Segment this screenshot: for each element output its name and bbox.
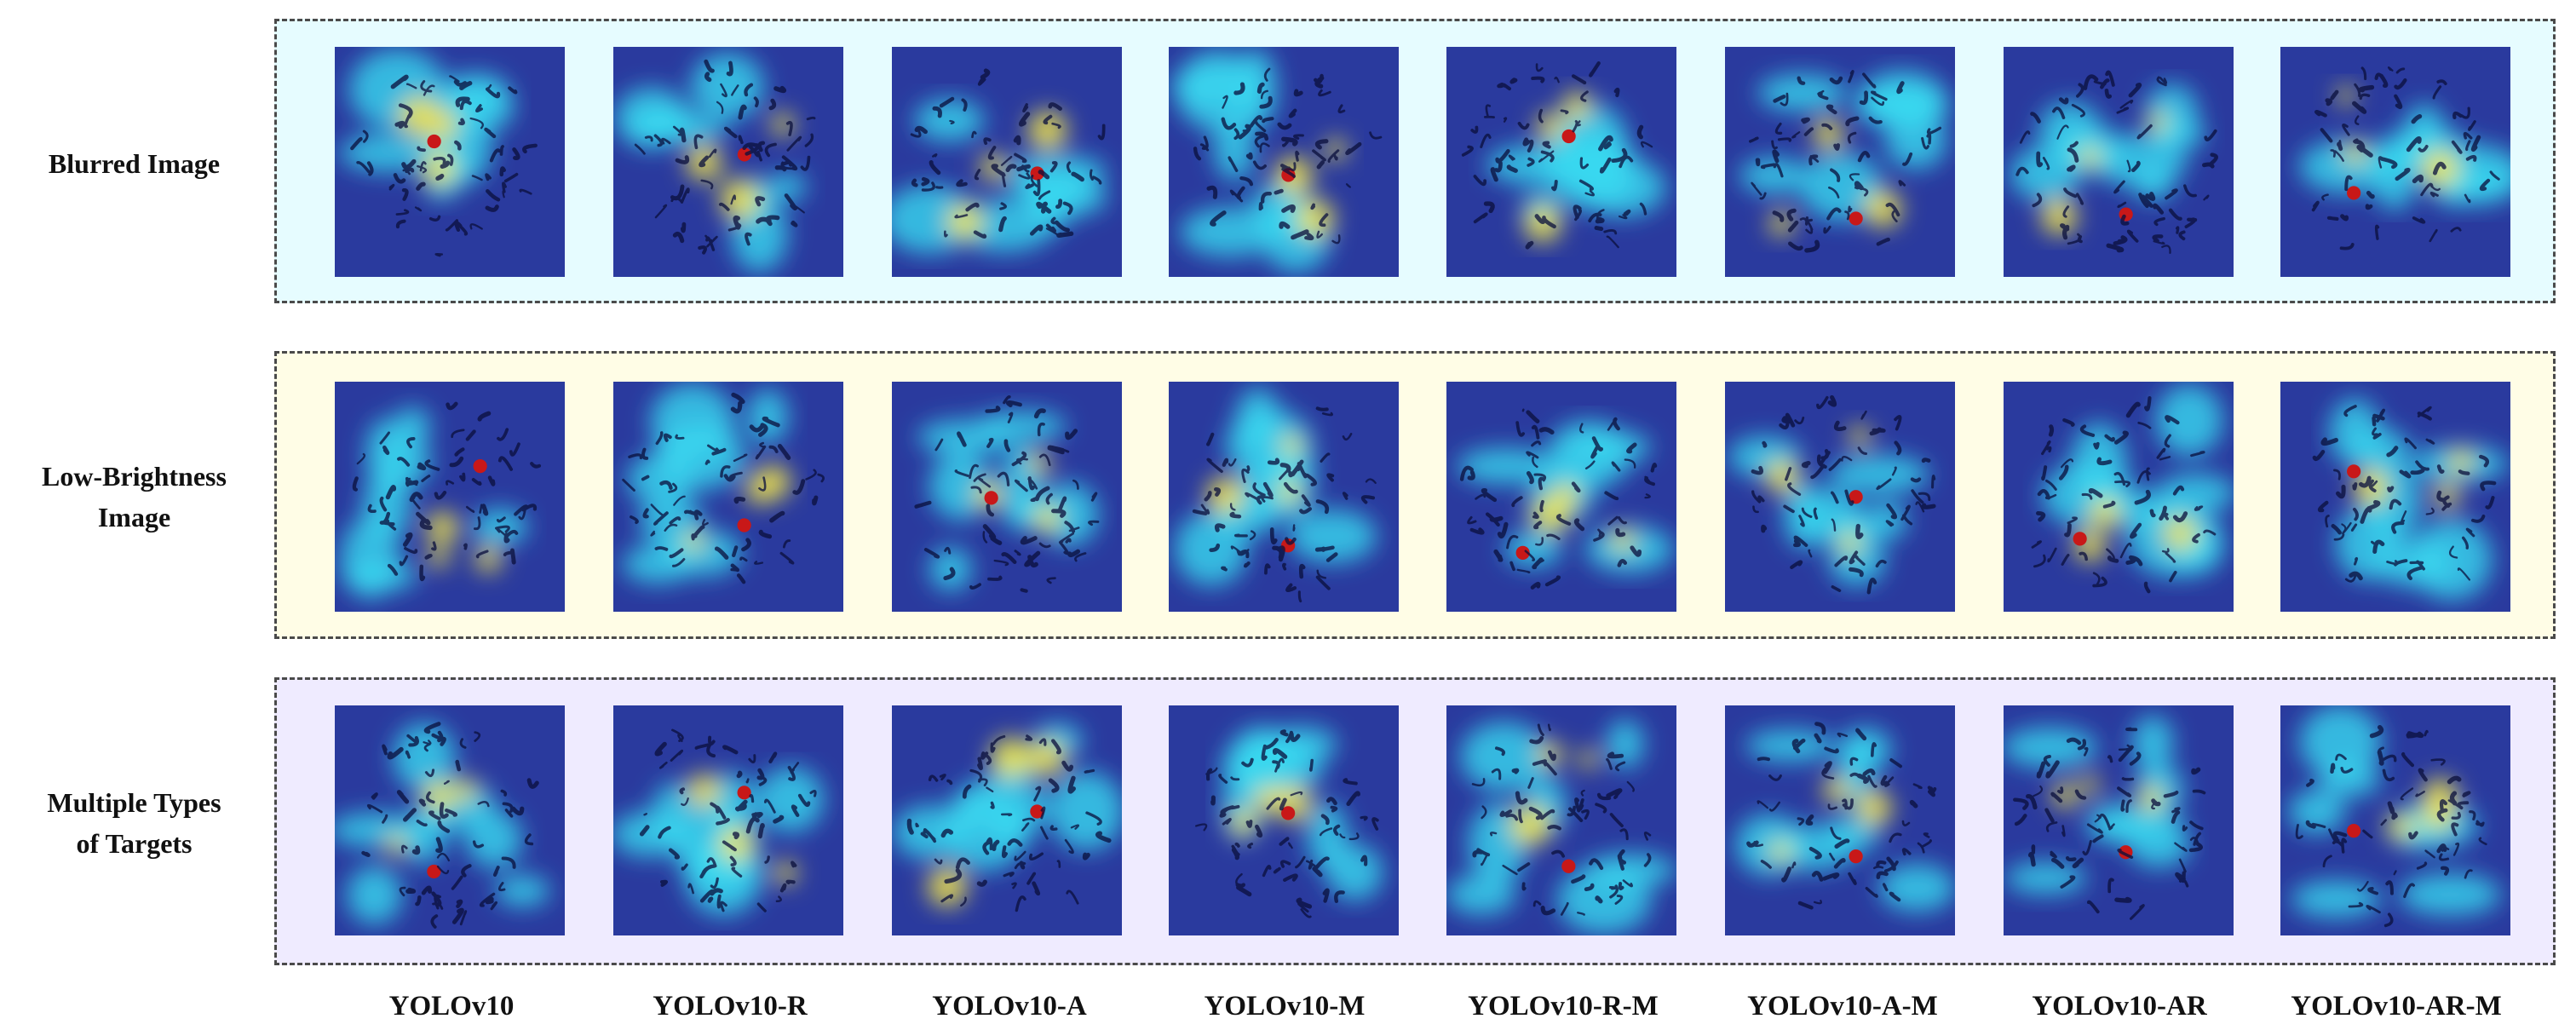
heatmap-blurred-yolov10-a-m bbox=[1725, 47, 1955, 277]
column-label-yolov10-r: YOLOv10-R bbox=[653, 991, 808, 1022]
heatmap-blurred-yolov10-m bbox=[1169, 47, 1399, 277]
column-label-yolov10-r-m: YOLOv10-R-M bbox=[1468, 991, 1659, 1022]
heatmap-blurred-yolov10-ar bbox=[2004, 47, 2234, 277]
row-label-blurred: Blurred Image bbox=[48, 148, 221, 179]
heatmap-blurred-yolov10 bbox=[335, 47, 565, 277]
heatmap-multiple-targets-yolov10-r bbox=[613, 705, 843, 935]
column-label-yolov10-m: YOLOv10-M bbox=[1204, 991, 1366, 1022]
row-label-multiple-targets: Multiple Types of Targets bbox=[47, 787, 221, 859]
heatmap-low-brightness-yolov10-a-m bbox=[1725, 382, 1955, 612]
heatmap-low-brightness-yolov10-r-m bbox=[1446, 382, 1676, 612]
heatmap-low-brightness-yolov10-a bbox=[892, 382, 1122, 612]
column-label-yolov10-a: YOLOv10-A bbox=[932, 991, 1087, 1022]
heatmap-multiple-targets-yolov10 bbox=[335, 705, 565, 935]
heatmap-multiple-targets-yolov10-ar bbox=[2004, 705, 2234, 935]
row-label-low-brightness: Low-Brightness Image bbox=[42, 461, 227, 532]
heatmap-low-brightness-yolov10-m bbox=[1169, 382, 1399, 612]
column-label-yolov10-ar: YOLOv10-AR bbox=[2032, 991, 2207, 1022]
heatmap-multiple-targets-yolov10-a bbox=[892, 705, 1122, 935]
heatmap-blurred-yolov10-r-m bbox=[1446, 47, 1676, 277]
column-label-yolov10-ar-m: YOLOv10-AR-M bbox=[2291, 991, 2502, 1022]
heatmap-low-brightness-yolov10-ar bbox=[2004, 382, 2234, 612]
column-label-yolov10: YOLOv10 bbox=[388, 991, 515, 1022]
heatmap-multiple-targets-yolov10-r-m bbox=[1446, 705, 1676, 935]
column-label-yolov10-a-m: YOLOv10-A-M bbox=[1747, 991, 1938, 1022]
heatmap-low-brightness-yolov10-r bbox=[613, 382, 843, 612]
heatmap-multiple-targets-yolov10-ar-m bbox=[2280, 705, 2510, 935]
heatmap-blurred-yolov10-ar-m bbox=[2280, 47, 2510, 277]
heatmap-low-brightness-yolov10-ar-m bbox=[2280, 382, 2510, 612]
heatmap-blurred-yolov10-r bbox=[613, 47, 843, 277]
heatmap-multiple-targets-yolov10-m bbox=[1169, 705, 1399, 935]
heatmap-low-brightness-yolov10 bbox=[335, 382, 565, 612]
heatmap-multiple-targets-yolov10-a-m bbox=[1725, 705, 1955, 935]
heatmap-blurred-yolov10-a bbox=[892, 47, 1122, 277]
